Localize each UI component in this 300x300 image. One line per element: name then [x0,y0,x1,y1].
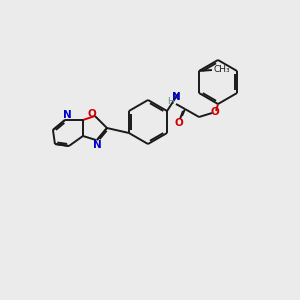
Text: N: N [93,140,101,150]
Text: O: O [211,107,219,117]
Text: N: N [172,92,180,102]
Text: CH₃: CH₃ [214,65,231,74]
Text: N: N [63,110,71,120]
Text: O: O [175,118,183,128]
Text: O: O [88,109,96,119]
Text: H: H [168,97,174,106]
